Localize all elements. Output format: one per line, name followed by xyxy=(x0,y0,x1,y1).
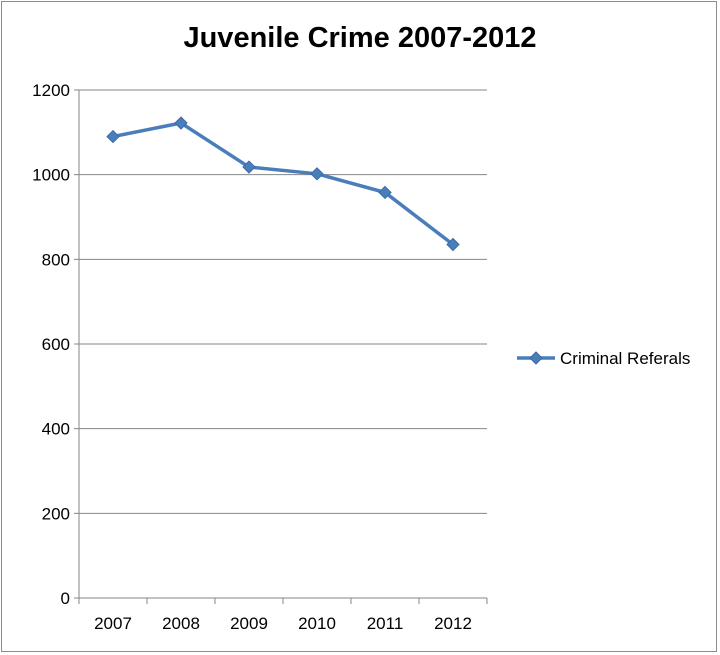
data-point-2007 xyxy=(106,129,120,144)
data-point-2008 xyxy=(174,116,188,130)
x-tick-label-2008: 2008 xyxy=(162,614,200,633)
x-tick-label-2011: 2011 xyxy=(367,614,404,633)
x-tick-label-2012: 2012 xyxy=(434,614,472,633)
data-point-2011 xyxy=(378,185,392,200)
y-tick-label-0: 0 xyxy=(61,589,70,608)
series-line-0 xyxy=(112,121,455,246)
y-tick-label-600: 600 xyxy=(42,335,70,354)
legend-label: Criminal Referals xyxy=(560,349,690,368)
x-tick-label-2007: 2007 xyxy=(94,614,132,633)
data-point-2009 xyxy=(242,160,256,174)
x-tick-label-2009: 2009 xyxy=(230,614,268,633)
chart-title: Juvenile Crime 2007-2012 xyxy=(183,22,537,54)
legend-marker xyxy=(529,351,543,365)
data-point-2010 xyxy=(310,167,324,181)
y-tick-label-800: 800 xyxy=(42,250,70,269)
y-tick-label-400: 400 xyxy=(42,420,70,439)
x-tick-label-2010: 2010 xyxy=(298,614,336,633)
data-point-2012 xyxy=(446,237,460,252)
y-tick-label-1000: 1000 xyxy=(32,166,70,185)
y-tick-label-200: 200 xyxy=(42,504,70,523)
y-tick-label-1200: 1200 xyxy=(32,81,70,100)
